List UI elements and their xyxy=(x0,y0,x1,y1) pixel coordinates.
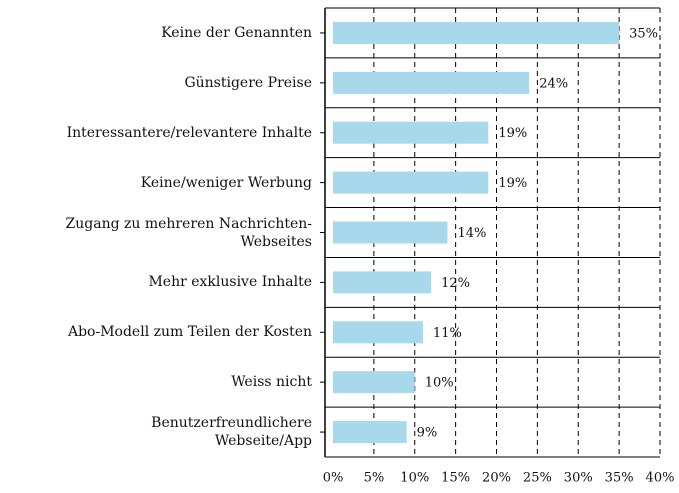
bar xyxy=(333,121,489,144)
value-label: 19% xyxy=(498,126,527,141)
category-label: Keine/weniger Werbung xyxy=(140,174,312,191)
x-tick-label: 20% xyxy=(482,471,511,486)
category-label: Keine der Genannten xyxy=(161,24,312,41)
category-label: Weiss nicht xyxy=(231,374,312,391)
category-label: Interessantere/relevantere Inhalte xyxy=(66,124,312,141)
bar xyxy=(333,71,530,94)
category-label: Abo-Modell zum Teilen der Kosten xyxy=(67,324,312,341)
x-tick-label: 25% xyxy=(523,471,552,486)
bar xyxy=(333,321,423,344)
x-tick-label: 5% xyxy=(364,471,385,486)
category-label: Günstigere Preise xyxy=(184,74,312,91)
value-label: 10% xyxy=(425,376,454,391)
value-label: 11% xyxy=(433,326,462,341)
bar xyxy=(333,21,620,44)
x-tick-label: 35% xyxy=(605,471,634,486)
value-label: 35% xyxy=(629,26,658,41)
bar xyxy=(333,421,407,444)
value-label: 19% xyxy=(498,176,527,191)
bar xyxy=(333,371,415,394)
value-label: 14% xyxy=(457,226,486,241)
value-label: 12% xyxy=(441,276,470,291)
bar xyxy=(333,221,448,244)
category-label: Mehr exklusive Inhalte xyxy=(148,274,312,291)
x-tick-label: 10% xyxy=(400,471,429,486)
value-label: 24% xyxy=(539,76,568,91)
bar xyxy=(333,171,489,194)
x-tick-label: 0% xyxy=(323,471,344,486)
value-label: 9% xyxy=(417,426,438,441)
x-tick-label: 30% xyxy=(564,471,593,486)
category-label: Benutzerfreundlichere Webseite/App xyxy=(151,415,312,450)
x-tick-label: 15% xyxy=(441,471,470,486)
x-tick-label: 40% xyxy=(646,471,675,486)
category-label: Zugang zu mehreren Nachrichten- Webseite… xyxy=(65,215,312,250)
bar xyxy=(333,271,432,294)
